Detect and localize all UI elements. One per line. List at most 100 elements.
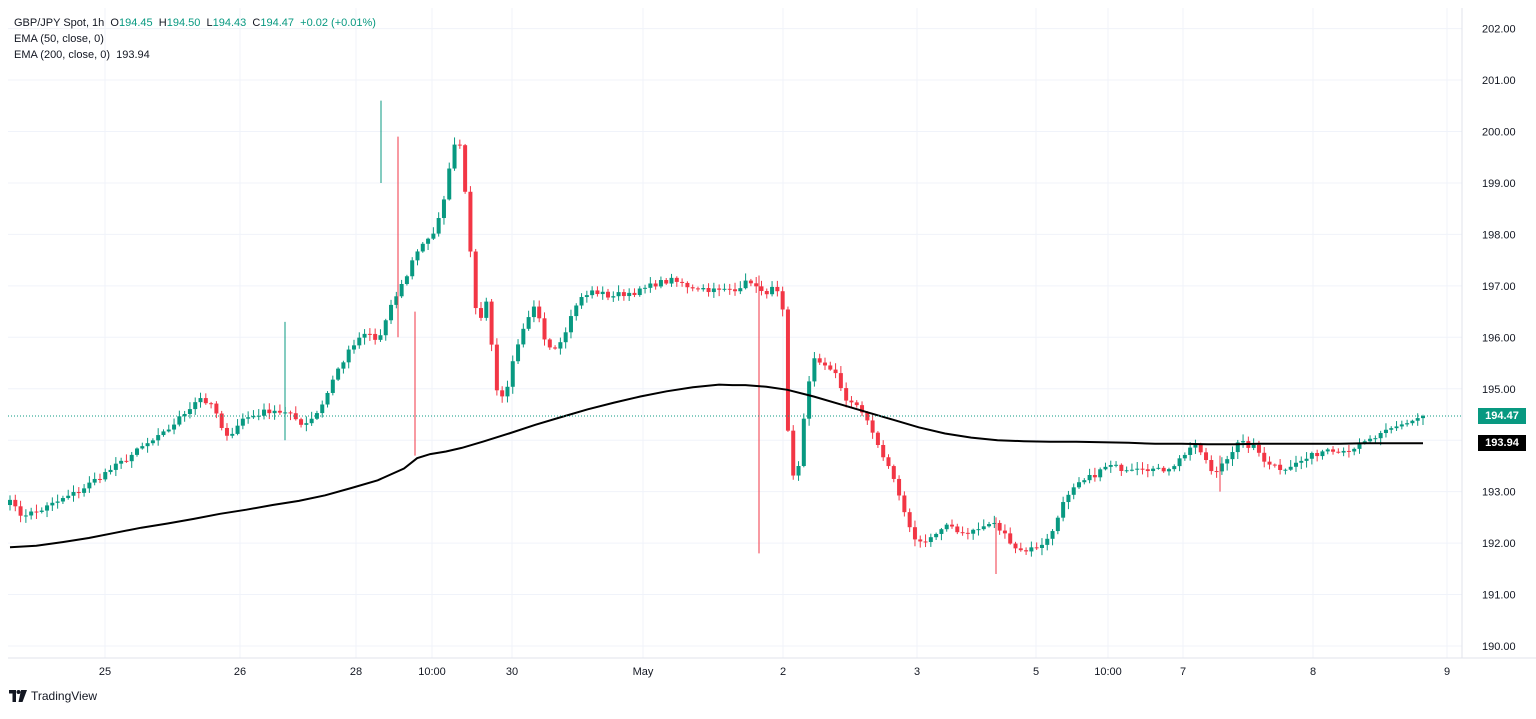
candle-body bbox=[1114, 464, 1119, 466]
candle-body bbox=[558, 342, 563, 349]
candle-body bbox=[690, 287, 695, 289]
candle-body bbox=[1214, 471, 1219, 473]
candle-body bbox=[135, 448, 140, 455]
open-label: O bbox=[110, 17, 119, 29]
candle-body bbox=[1156, 467, 1161, 469]
candle-body bbox=[251, 416, 256, 418]
candle-body bbox=[1166, 469, 1171, 472]
candle-body bbox=[193, 402, 198, 410]
x-axis-tick-label: 2 bbox=[780, 666, 786, 678]
candle-body bbox=[1145, 469, 1150, 472]
y-axis-tick-label: 198.00 bbox=[1482, 229, 1516, 241]
candle-body bbox=[1225, 459, 1230, 464]
candle-body bbox=[1256, 444, 1261, 453]
candle-body bbox=[362, 333, 367, 338]
y-axis-tick-label: 200.00 bbox=[1482, 127, 1516, 139]
candle-body bbox=[426, 238, 431, 244]
candle-body bbox=[611, 296, 616, 298]
candle-body bbox=[256, 415, 261, 417]
symbol-label[interactable]: GBP/JPY Spot, 1h bbox=[14, 17, 105, 29]
y-axis-tick-label: 192.00 bbox=[1482, 538, 1516, 550]
ema200-legend[interactable]: EMA (200, close, 0) 193.94 bbox=[14, 47, 376, 63]
x-axis-tick-label: 5 bbox=[1033, 666, 1039, 678]
candle-body bbox=[330, 379, 335, 393]
low-value: 194.43 bbox=[212, 17, 247, 29]
candle-body bbox=[801, 418, 806, 466]
candle-body bbox=[664, 280, 669, 284]
candle-body bbox=[457, 144, 462, 146]
candle-body bbox=[484, 301, 489, 318]
tradingview-logo[interactable]: TradingView bbox=[9, 689, 97, 703]
candle-body bbox=[182, 414, 187, 417]
candle-body bbox=[1362, 441, 1367, 443]
candle-body bbox=[1336, 451, 1341, 453]
candle-body bbox=[775, 286, 780, 292]
candle-body bbox=[1055, 517, 1060, 532]
candle-body bbox=[1315, 452, 1320, 457]
candle-body bbox=[870, 420, 875, 433]
candle-body bbox=[854, 402, 859, 406]
candle-body bbox=[817, 358, 822, 363]
candle-body bbox=[29, 511, 34, 516]
candle-body bbox=[288, 412, 293, 414]
candle-body bbox=[521, 328, 526, 345]
x-axis-tick-label: 7 bbox=[1180, 666, 1186, 678]
candle-body bbox=[1098, 469, 1103, 478]
candle-body bbox=[595, 290, 600, 295]
candle-body bbox=[616, 292, 621, 297]
last-price-tag: 194.47 bbox=[1478, 408, 1526, 425]
candle-body bbox=[367, 333, 372, 335]
candle-body bbox=[404, 276, 409, 285]
candle-body bbox=[844, 388, 849, 401]
candle-body bbox=[1024, 550, 1029, 552]
candle-body bbox=[685, 282, 690, 288]
candle-body bbox=[341, 362, 346, 369]
candle-body bbox=[108, 469, 113, 473]
candle-body bbox=[658, 280, 663, 287]
candle-body bbox=[987, 524, 992, 527]
candle-body bbox=[113, 463, 118, 470]
candle-body bbox=[542, 318, 547, 340]
candle-body bbox=[187, 409, 192, 415]
candle-body bbox=[209, 403, 214, 405]
candle-body bbox=[87, 482, 92, 489]
candle-body bbox=[71, 492, 76, 496]
x-axis-tick-label: 30 bbox=[506, 666, 518, 678]
candle-body bbox=[1140, 468, 1145, 470]
x-axis-tick-label: 8 bbox=[1310, 666, 1316, 678]
candle-body bbox=[1188, 447, 1193, 455]
y-axis-tick-label: 195.00 bbox=[1482, 384, 1516, 396]
candle-body bbox=[918, 539, 923, 542]
candle-body bbox=[1008, 533, 1013, 544]
candle-body bbox=[50, 502, 55, 506]
candle-body bbox=[1389, 428, 1394, 430]
candle-body bbox=[13, 499, 18, 507]
candle-body bbox=[627, 292, 632, 297]
ema50-legend[interactable]: EMA (50, close, 0) bbox=[14, 31, 376, 47]
candle-body bbox=[431, 233, 436, 239]
candle-body bbox=[214, 403, 219, 414]
candle-body bbox=[505, 386, 510, 397]
candle-body bbox=[897, 478, 902, 496]
candle-body bbox=[1341, 450, 1346, 453]
candle-body bbox=[886, 457, 891, 467]
candle-body bbox=[224, 427, 229, 436]
candle-body bbox=[621, 292, 626, 297]
candle-body bbox=[1077, 482, 1082, 488]
candle-body bbox=[553, 347, 558, 349]
candle-body bbox=[389, 304, 394, 321]
candle-body bbox=[828, 365, 833, 370]
change-value: +0.02 (+0.01%) bbox=[300, 17, 376, 29]
x-axis-tick-label: 10:00 bbox=[1094, 666, 1122, 678]
candle-body bbox=[584, 295, 589, 298]
candle-body bbox=[1241, 441, 1246, 443]
candle-body bbox=[907, 512, 912, 528]
candle-body bbox=[299, 419, 304, 425]
candle-body bbox=[1061, 502, 1066, 518]
candle-body bbox=[82, 488, 87, 493]
candle-body bbox=[1272, 464, 1277, 466]
candle-body bbox=[1071, 487, 1076, 495]
ema-price-tag: 193.94 bbox=[1478, 435, 1526, 452]
